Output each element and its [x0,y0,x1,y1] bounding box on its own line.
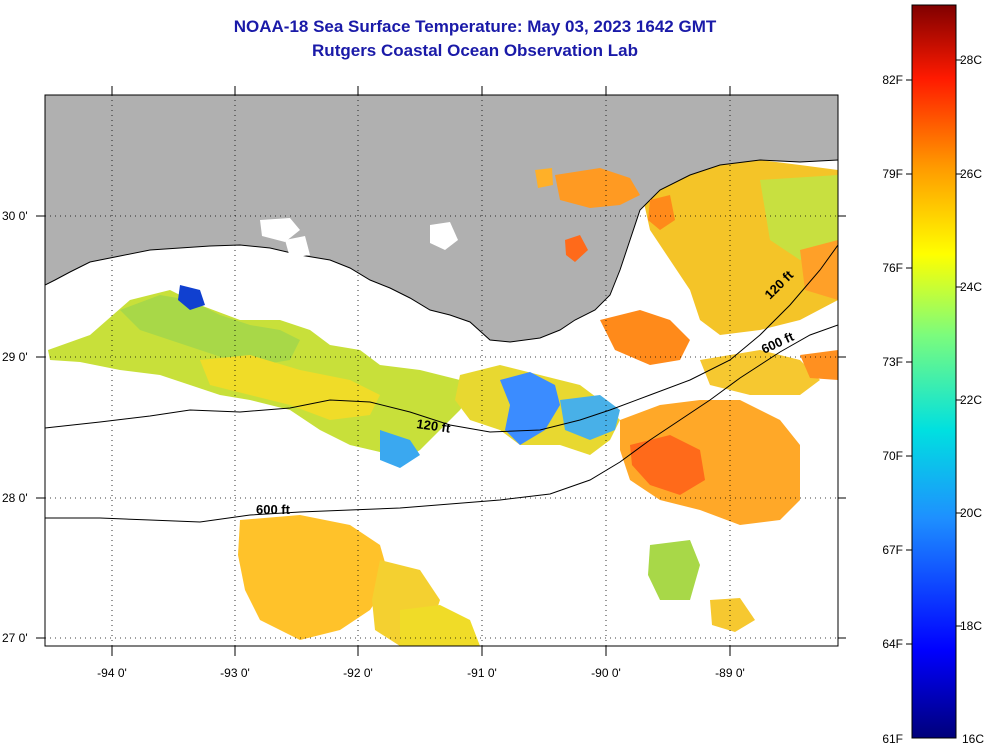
colorbar-label-26c: 26C [960,167,982,181]
coastline [45,159,838,343]
colorbar-label-70f: 70F [882,449,903,463]
colorbar-label-82f: 82F [882,73,903,87]
lon-label-94: -94 0' [97,666,127,680]
colorbar-label-76f: 76F [882,261,903,275]
colorbar-label-24c: 24C [960,280,982,294]
map-title: NOAA-18 Sea Surface Temperature: May 03,… [233,17,717,36]
lat-label-28: 28 0' [2,491,28,505]
colorbar-label-61f: 61F [882,732,903,746]
map-subtitle: Rutgers Coastal Ocean Observation Lab [312,41,638,60]
contour-label-120-south: 120 ft [416,416,452,436]
lon-label-92: -92 0' [343,666,373,680]
colorbar-label-67f: 67F [882,543,903,557]
colorbar-ticks [906,59,962,645]
lat-label-27: 27 0' [2,631,28,645]
lon-label-89: -89 0' [715,666,745,680]
colorbar-label-18c: 18C [960,619,982,633]
lat-label-29: 29 0' [2,350,28,364]
colorbar-label-28c: 28C [960,53,982,67]
colorbar-label-64f: 64F [882,637,903,651]
lon-label-90: -90 0' [591,666,621,680]
colorbar [911,4,957,739]
axis-ticks [36,86,846,656]
lon-label-93: -93 0' [220,666,250,680]
contour-label-600-south: 600 ft [256,502,291,517]
lon-label-91: -91 0' [467,666,497,680]
lat-lon-grid [45,95,838,646]
colorbar-label-79f: 79F [882,167,903,181]
colorbar-label-22c: 22C [960,393,982,407]
colorbar-label-16c: 16C [962,732,984,746]
colorbar-label-20c: 20C [960,506,982,520]
sst-data [48,160,838,646]
lat-label-30: 30 0' [2,209,28,223]
bathymetry-contours [45,244,838,523]
colorbar-label-73f: 73F [882,355,903,369]
land [45,95,838,342]
